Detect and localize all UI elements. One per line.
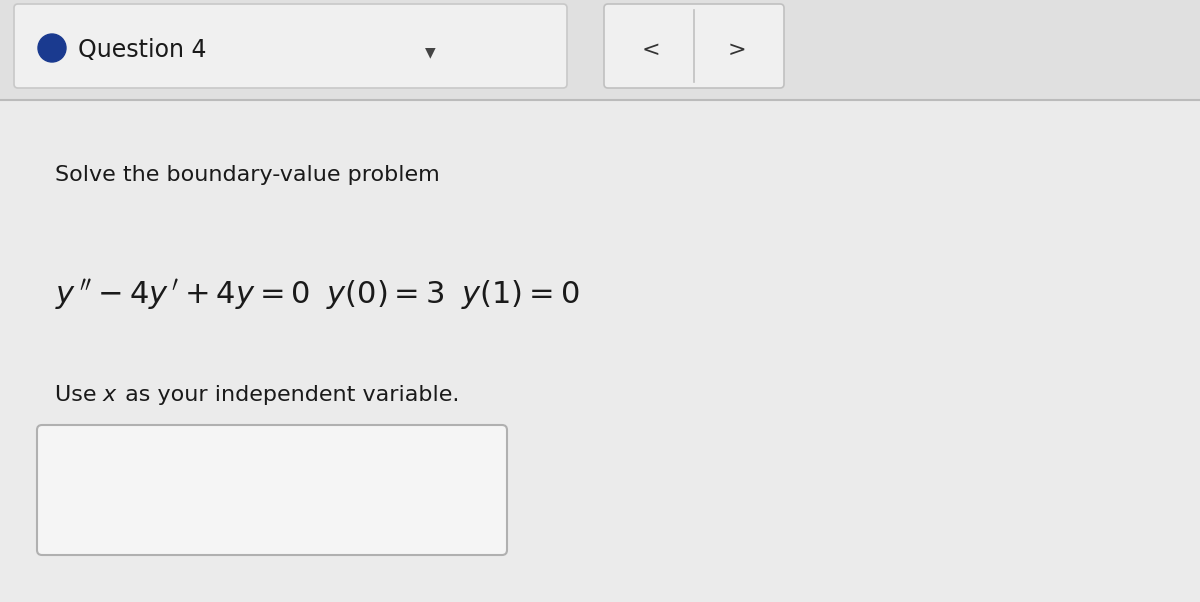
- Text: Use: Use: [55, 385, 103, 405]
- Text: as your independent variable.: as your independent variable.: [118, 385, 460, 405]
- Text: Question 4: Question 4: [78, 38, 206, 62]
- Text: Solve the boundary-value problem: Solve the boundary-value problem: [55, 165, 439, 185]
- Text: $y\,'' - 4y\,' + 4y = 0\;\; y(0) = 3\;\; y(1) = 0$: $y\,'' - 4y\,' + 4y = 0\;\; y(0) = 3\;\;…: [55, 278, 580, 312]
- Text: >: >: [727, 40, 746, 60]
- Text: <: <: [642, 40, 660, 60]
- FancyBboxPatch shape: [14, 4, 568, 88]
- Text: ▼: ▼: [425, 45, 436, 59]
- FancyBboxPatch shape: [0, 0, 1200, 100]
- FancyBboxPatch shape: [37, 425, 508, 555]
- FancyBboxPatch shape: [604, 4, 784, 88]
- Circle shape: [38, 34, 66, 62]
- Text: x: x: [103, 385, 116, 405]
